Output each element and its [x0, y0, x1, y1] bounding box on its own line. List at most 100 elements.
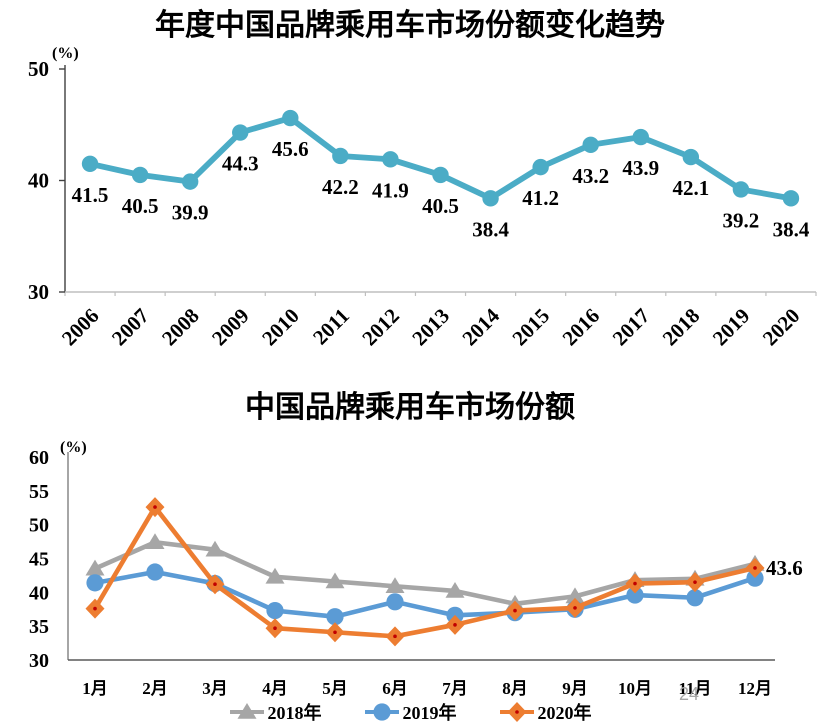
chart1-x-category-label: 2006 [57, 304, 104, 351]
triangle-data-point [325, 572, 345, 589]
circle-data-point [686, 589, 704, 607]
marker-center-dot [633, 581, 637, 586]
circle-data-point [146, 563, 164, 581]
chart1-point-label: 41.9 [372, 178, 409, 202]
chart2-x-category-label: 10月 [618, 679, 652, 698]
chart2-y-tick-label: 55 [29, 481, 49, 503]
chart1-title: 年度中国品牌乘用车市场份额变化趋势 [155, 9, 665, 42]
marker-center-dot [513, 608, 517, 613]
chart2-x-category-label: 4月 [262, 679, 288, 698]
chart1-data-point [332, 147, 349, 165]
marker-center-dot [333, 630, 337, 635]
chart1-x-category-label: 2011 [308, 304, 354, 350]
legend-item-2018: 2018年 [229, 699, 322, 725]
chart2-monthly-share: 60 55 50 45 40 35 30 (%) 1月 2月 3月 4月 5月 6月 7月 8月 9月 10月 11… [29, 439, 803, 698]
page-number: 24 [679, 684, 700, 704]
chart2-y-tick-label: 40 [29, 582, 49, 604]
chart1-x-category-label: 2014 [457, 303, 504, 350]
diamond-marker-icon [499, 702, 534, 722]
marker-center-dot [153, 505, 157, 509]
chart1-data-point [482, 190, 499, 207]
marker-center-dot [213, 582, 217, 587]
chart1-point-label: 45.6 [272, 137, 309, 161]
chart2-x-category-label: 11月 [678, 679, 711, 698]
chart1-point-label: 43.2 [572, 164, 609, 188]
chart2-x-category-label: 3月 [202, 679, 228, 698]
chart1-data-point [732, 181, 750, 198]
triangle-data-point [145, 533, 165, 550]
chart1-x-category-label: 2009 [207, 304, 254, 351]
chart2-unit-label: (%) [60, 439, 87, 456]
chart2-y-tick-label: 30 [29, 650, 49, 672]
chart1-data-point [682, 148, 700, 166]
chart1-x-category-label: 2010 [257, 304, 304, 351]
chart1-x-category-label: 2015 [507, 304, 554, 351]
chart1-x-category-label: 2018 [658, 304, 705, 351]
chart2-series-line-0 [92, 539, 758, 607]
marker-center-dot [573, 606, 577, 610]
triangle-data-point [385, 577, 405, 594]
chart2-x-category-label: 2月 [142, 679, 168, 698]
chart2-x-category-label: 12月 [738, 679, 772, 698]
circle-data-point [326, 608, 344, 626]
chart1-data-point [131, 166, 149, 184]
chart1-x-category-label: 2020 [758, 304, 805, 351]
chart2-y-tick-label: 60 [29, 447, 49, 469]
circle-data-point [746, 569, 764, 587]
chart2-x-category-label: 5月 [322, 679, 348, 698]
chart1-data-point [582, 136, 599, 154]
chart2-title: 中国品牌乘用车市场份额 [245, 391, 575, 424]
chart1-point-label: 42.1 [672, 176, 709, 200]
marker-center-dot [753, 566, 757, 570]
chart2-series-2019年 [86, 563, 764, 626]
chart2-y-tick-label: 45 [29, 549, 49, 571]
chart2-series-line-2 [92, 504, 758, 639]
legend-item-2019: 2019年 [364, 699, 457, 725]
chart1-data-point [81, 155, 99, 172]
triangle-data-point [265, 567, 285, 584]
chart1-point-label: 38.4 [472, 217, 509, 241]
chart1-x-category-label: 2008 [157, 304, 204, 351]
chart1-point-label: 41.2 [522, 186, 559, 210]
chart1-data-point [632, 128, 649, 146]
chart1-data-point [532, 158, 549, 176]
chart1-data-point [181, 173, 199, 190]
chart2-series-line-1 [92, 569, 758, 619]
chart2-x-category-label: 9月 [562, 679, 588, 698]
chart1-point-label: 39.9 [172, 201, 209, 225]
marker-center-dot [693, 580, 697, 584]
triangle-data-point [205, 540, 225, 557]
legend-label-2020: 2020年 [537, 703, 592, 723]
chart2-series-2020年 [85, 497, 765, 647]
marker-center-dot [514, 710, 519, 714]
legend-triangle-icon [237, 703, 256, 719]
circle-data-point [386, 593, 404, 611]
chart1-y-tick-label: 50 [28, 57, 49, 81]
marker-center-dot [393, 634, 397, 639]
chart1-y-tick-label: 40 [28, 169, 49, 193]
marker-center-dot [93, 606, 97, 611]
chart1-x-category-label: 2007 [107, 304, 154, 351]
chart1-x-category-label: 2017 [608, 304, 655, 351]
chart1-point-label: 38.4 [773, 217, 810, 241]
legend-label-2019: 2019年 [402, 703, 457, 723]
chart1-data-point [232, 124, 249, 141]
chart1-point-label: 39.2 [723, 208, 760, 232]
chart1-y-tick-label: 30 [28, 280, 49, 304]
marker-center-dot [453, 623, 457, 627]
chart2-legend: 2018年 2019年 2020年 [0, 699, 820, 725]
marker-center-dot [273, 626, 277, 630]
chart1-data-point [432, 166, 449, 184]
chart1-point-label: 42.2 [322, 175, 359, 199]
legend-item-2020: 2020年 [499, 699, 592, 725]
chart2-x-category-label: 1月 [82, 679, 108, 698]
circle-marker-icon [364, 703, 399, 721]
chart2-x-category-label: 8月 [502, 679, 528, 698]
legend-label-2018: 2018年 [267, 703, 322, 723]
chart1-data-point [282, 109, 299, 127]
triangle-marker-icon [229, 703, 264, 719]
chart1-point-label: 41.5 [72, 183, 109, 207]
chart1-x-category-label: 2012 [357, 304, 404, 351]
